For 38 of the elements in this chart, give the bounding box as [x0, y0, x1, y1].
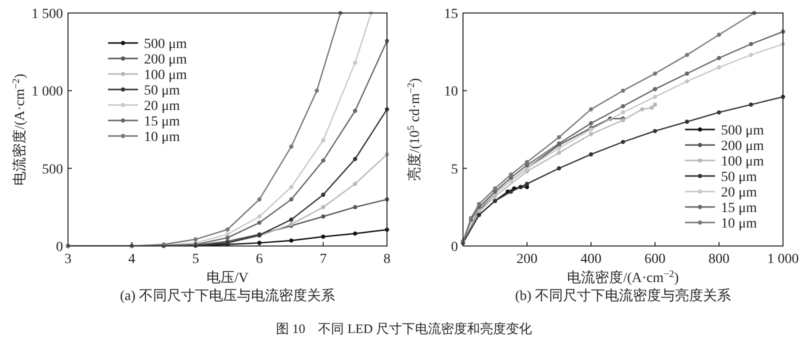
y-tick-label: 0	[451, 240, 458, 255]
legend-label: 15 μm	[721, 201, 758, 216]
legend-label: 50 μm	[721, 170, 758, 185]
x-tick-label: 200	[516, 252, 538, 267]
y-tick-label: 15	[444, 7, 458, 22]
caption: 图 10 不同 LED 尺寸下电流密度和亮度变化	[276, 321, 532, 336]
legend-label: 500 μm	[721, 124, 764, 138]
x-tick-label: 8	[384, 252, 390, 267]
legend-label: 100 μm	[721, 154, 764, 170]
y-tick-label: 1 500	[32, 7, 63, 22]
legend-label: 20 μm	[144, 99, 180, 114]
x-tick-label: 7	[320, 252, 327, 267]
x-tick-label: 3	[64, 252, 72, 267]
text: (b) 不同尺寸下电流密度与亮度关系	[515, 288, 731, 304]
y-tick-label: 1 000	[32, 84, 63, 100]
x-tick-label: 6	[256, 252, 263, 267]
legend-label: 20 μm	[721, 186, 758, 200]
legend-label: 200 μm	[721, 139, 764, 154]
x-axis-title: 电流密度/(A·cm$^{−2}$)	[567, 268, 680, 286]
text: (a) 不同尺寸下电压与电流密度关系	[120, 288, 336, 304]
x-tick-label: 1 000	[767, 252, 799, 267]
x-tick-label: 600	[644, 252, 666, 267]
x-tick-label: 800	[708, 252, 730, 267]
x-tick-label: 5	[192, 252, 200, 267]
legend-label: 500 μm	[144, 37, 188, 52]
y-tick-label: 500	[42, 162, 63, 178]
y-tick-label: 10	[444, 84, 458, 100]
legend-label: 10 μm	[721, 216, 758, 232]
x-tick-label: 4	[128, 252, 136, 267]
legend-label: 10 μm	[144, 130, 180, 145]
legend-label: 200 μm	[144, 52, 188, 68]
y-tick-label: 5	[451, 162, 458, 178]
x-axis-title: 电压/V	[206, 270, 248, 286]
y-tick-label: 0	[56, 240, 63, 255]
x-tick-label: 400	[580, 252, 602, 267]
legend-label: 50 μm	[144, 84, 180, 98]
legend-label: 15 μm	[144, 114, 180, 130]
legend-label: 100 μm	[144, 68, 188, 83]
